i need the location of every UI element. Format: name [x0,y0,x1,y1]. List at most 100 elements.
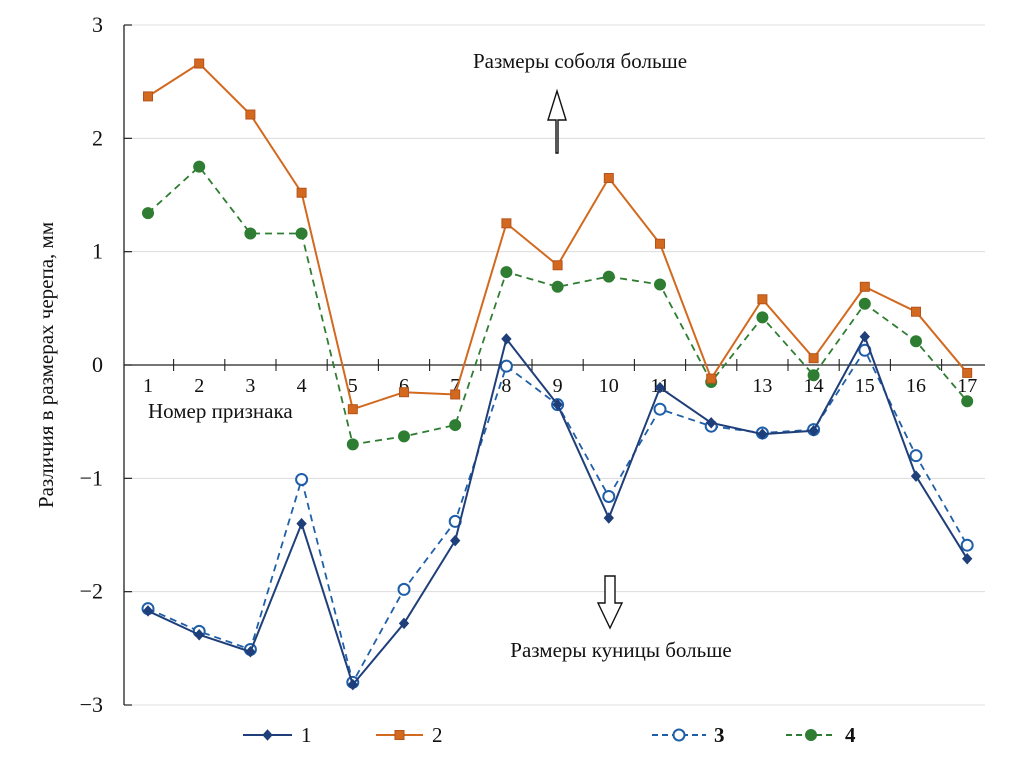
data-point-2 [143,91,153,102]
data-point-1 [910,470,922,482]
arrow-up-icon [547,88,567,154]
data-point-2 [603,173,614,183]
data-point-2 [808,353,819,364]
legend-label: 2 [432,723,443,747]
data-point-1 [398,617,410,630]
data-point-2 [552,260,563,271]
data-point-1 [501,333,512,345]
data-point-2 [911,306,921,317]
data-point-4 [142,207,154,220]
legend-item-2: 2 [376,723,443,747]
legend-item-4: 4 [786,723,856,747]
data-point-4 [910,335,922,348]
data-point-1 [450,534,461,547]
data-point-1 [194,628,205,641]
annotation-sable-larger: Размеры соболя больше [473,49,687,73]
legend-item-1: 1 [243,723,312,747]
data-point-2 [655,238,665,249]
data-point-2 [296,187,307,198]
data-point-4 [756,311,769,324]
data-point-2 [859,281,870,292]
x-tick-label: 8 [501,375,511,397]
data-point-4 [602,270,615,283]
x-tick-label: 15 [855,375,875,397]
data-point-4 [193,160,206,173]
data-point-4 [551,280,564,293]
y-tick-label: 0 [92,352,103,377]
data-point-1 [347,678,358,691]
data-point-1 [552,398,563,411]
data-point-4 [807,369,820,382]
data-point-3 [397,582,411,596]
data-point-1 [142,605,154,617]
x-tick-label: 4 [297,375,307,397]
data-point-3 [602,489,616,503]
x-tick-label: 6 [399,375,409,397]
data-point-3 [295,472,309,486]
data-point-3 [499,359,513,373]
x-ticks: 12345678910111314151617 [143,359,977,397]
y-tick-label: 2 [92,125,103,150]
series-1 [142,330,973,691]
annotation-marten-larger: Размеры куницы больше [510,638,731,662]
x-tick-label: 9 [553,375,563,397]
x-tick-label: 2 [194,375,204,397]
data-point-4 [500,266,513,279]
x-tick-label: 1 [143,375,153,397]
arrow-down-icon [596,575,624,630]
series-4 [142,160,974,451]
data-point-2 [245,109,256,120]
data-point-2 [757,294,768,305]
x-tick-label: 17 [957,375,977,397]
legend-swatch-marker [672,728,686,742]
y-ticks: 3 2 1 0 −1 −2 −3 [80,12,132,717]
data-point-2 [194,58,205,69]
data-point-4 [449,419,462,432]
data-point-1 [962,553,973,565]
x-tick-label: 7 [450,375,460,397]
legend: 1 2 3 4 [243,723,856,747]
y-axis-label: Различия в размерах черепа, мм [34,222,58,508]
data-point-2 [450,389,461,400]
data-point-3 [960,538,974,552]
data-point-1 [245,645,256,658]
data-point-4 [346,438,359,451]
series-2 [143,58,973,415]
legend-label: 3 [714,723,725,747]
data-point-2 [399,387,409,398]
y-tick-label: −3 [80,692,103,717]
data-point-1 [757,428,768,440]
x-tick-label: 16 [906,375,926,397]
data-point-2 [347,404,358,415]
data-point-3 [909,449,923,463]
data-point-4 [654,278,666,291]
data-point-1 [859,330,870,343]
data-point-1 [654,381,666,394]
x-axis-label: Номер признака [148,399,293,423]
data-point-2 [962,367,973,378]
data-point-4 [961,395,974,408]
y-tick-label: 1 [92,239,103,264]
data-point-2 [706,373,717,384]
legend-label: 4 [845,723,856,747]
data-point-1 [706,417,717,429]
data-point-1 [296,517,307,530]
data-point-1 [603,512,614,524]
data-point-4 [295,227,308,240]
data-point-3 [653,402,667,416]
legend-swatch-marker [805,729,817,741]
x-tick-label: 14 [804,375,824,397]
x-tick-label: 3 [245,375,255,397]
data-point-4 [398,430,410,443]
y-tick-label: 3 [92,12,103,37]
series [141,58,974,691]
legend-label: 1 [301,723,312,747]
x-tick-label: 13 [752,375,772,397]
data-point-1 [808,424,819,437]
data-point-4 [858,297,871,310]
x-tick-label: 5 [348,375,358,397]
legend-swatch-marker [394,730,405,740]
data-point-4 [244,227,257,240]
y-tick-label: −2 [80,579,103,604]
